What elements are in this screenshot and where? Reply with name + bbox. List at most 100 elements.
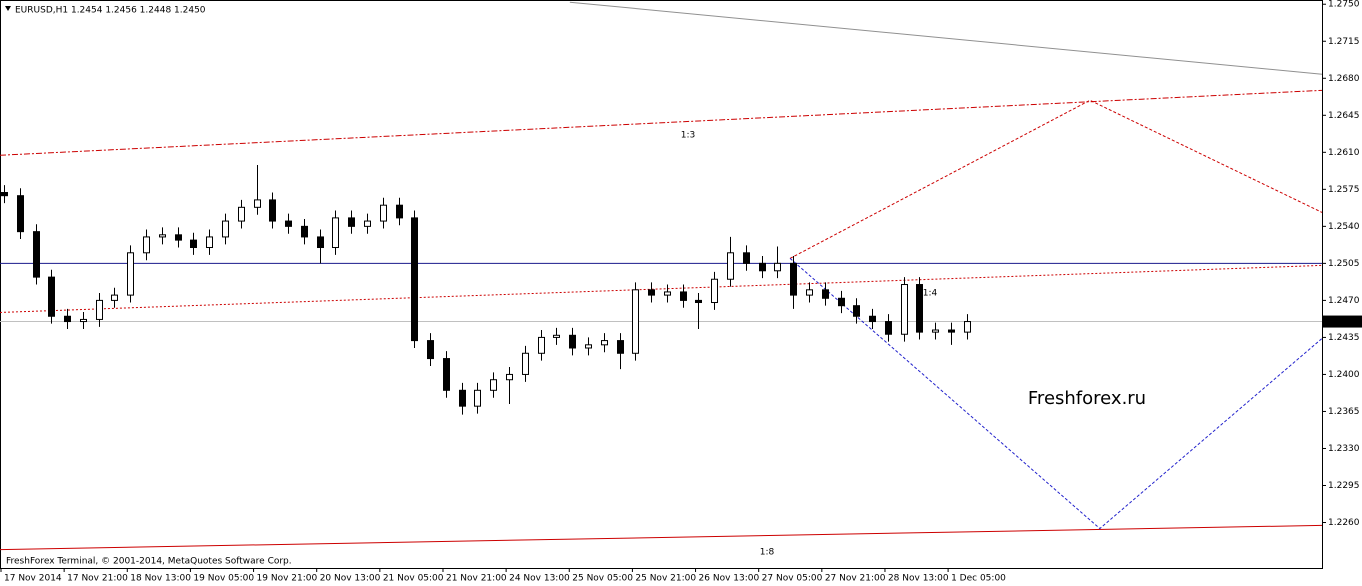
x-tick-label: 17 Nov 21:00 <box>67 574 128 584</box>
candle-body <box>853 305 860 317</box>
candle-body <box>443 358 450 391</box>
candle-body <box>774 262 781 272</box>
candle-body <box>175 234 182 241</box>
candle-body <box>48 276 55 317</box>
candle-body <box>17 195 24 233</box>
trend-line <box>789 99 1323 259</box>
y-tick-label: 1.2575 <box>1328 185 1360 195</box>
candle-body <box>127 252 134 296</box>
candle-body <box>948 329 955 333</box>
candle-body <box>632 289 639 354</box>
candle-body <box>680 291 687 301</box>
candle-body <box>301 225 308 238</box>
price-tag <box>1322 315 1362 328</box>
x-tick-label: 19 Nov 05:00 <box>193 574 254 584</box>
candle-body <box>916 284 923 333</box>
candle-body <box>396 204 403 219</box>
candle-body <box>427 340 434 360</box>
candle-body <box>727 252 734 280</box>
candle-body <box>838 297 845 307</box>
candle-body <box>143 236 150 254</box>
y-tick-label: 1.2260 <box>1328 518 1360 528</box>
candle-body <box>506 373 513 381</box>
candle-body <box>285 220 292 227</box>
x-tick-label: 26 Nov 13:00 <box>699 574 760 584</box>
chart-title: EURUSD,H1 1.2454 1.2456 1.2448 1.2450 <box>15 6 206 16</box>
x-tick-label: 1 Dec 05:00 <box>951 574 1006 584</box>
x-tick-label: 20 Nov 13:00 <box>320 574 381 584</box>
candle-body <box>711 278 718 304</box>
candle-body <box>806 289 813 296</box>
y-tick-label: 1.2610 <box>1328 148 1360 158</box>
y-tick-label: 1.2470 <box>1328 296 1360 306</box>
y-tick-label: 1.2365 <box>1328 407 1360 417</box>
x-tick-label: 25 Nov 21:00 <box>635 574 696 584</box>
candle-body <box>159 234 166 238</box>
candle-body <box>790 262 797 296</box>
candle-body <box>743 252 750 264</box>
candle-body <box>585 344 592 349</box>
y-tick-label: 1.2400 <box>1328 370 1360 380</box>
candle-body <box>569 334 576 349</box>
x-tick-label: 24 Nov 13:00 <box>509 574 570 584</box>
y-tick-label: 1.2680 <box>1328 74 1360 84</box>
candle-body <box>317 236 324 249</box>
candle-body <box>664 291 671 296</box>
x-tick-label: 18 Nov 13:00 <box>130 574 191 584</box>
candle-body <box>695 299 702 304</box>
watermark: Freshforex.ru <box>1028 388 1146 409</box>
x-tick-label: 19 Nov 21:00 <box>257 574 318 584</box>
x-tick-label: 25 Nov 05:00 <box>572 574 633 584</box>
x-tick-label: 27 Nov 21:00 <box>825 574 886 584</box>
candle-body <box>822 289 829 299</box>
candle-body <box>96 299 103 320</box>
candle-body <box>380 204 387 222</box>
candle-body <box>33 231 40 278</box>
symbol-menu-arrow <box>5 6 11 11</box>
candle-body <box>238 206 245 222</box>
y-tick-label: 1.2715 <box>1328 37 1360 47</box>
x-tick-label: 27 Nov 05:00 <box>762 574 823 584</box>
y-tick-label: 1.2750 <box>1328 0 1360 10</box>
trend-line <box>569 1 1323 75</box>
annotation: 1:8 <box>760 548 775 558</box>
trend-line <box>0 89 1323 156</box>
x-tick-label: 21 Nov 05:00 <box>383 574 444 584</box>
candle-body <box>869 315 876 323</box>
y-tick-label: 1.2645 <box>1328 111 1360 121</box>
candle-body <box>206 236 213 249</box>
price-tag-label: 1.2450 <box>1327 317 1359 327</box>
candle-body <box>964 321 971 333</box>
footer: FreshForex Terminal, © 2001-2014, MetaQu… <box>6 557 292 567</box>
candle-body <box>254 199 261 208</box>
candle-body <box>459 389 466 407</box>
candle-body <box>522 352 529 375</box>
candle-body <box>601 340 608 346</box>
candle-body <box>490 379 497 391</box>
candle-body <box>64 315 71 323</box>
y-tick-label: 1.2435 <box>1328 333 1360 343</box>
candle-body <box>538 336 545 354</box>
candle-body <box>901 284 908 335</box>
y-tick-label: 1.2540 <box>1328 222 1360 232</box>
x-tick-label: 28 Nov 13:00 <box>888 574 949 584</box>
candle-body <box>553 334 560 338</box>
candle-body <box>932 329 939 333</box>
trend-line <box>0 264 1323 313</box>
y-tick-label: 1.2505 <box>1328 259 1360 269</box>
annotation: 1:3 <box>681 131 695 141</box>
trend-line <box>0 524 1323 551</box>
annotation: 1:4 <box>923 289 938 299</box>
candle-body <box>222 220 229 238</box>
y-tick-label: 1.2330 <box>1328 444 1360 454</box>
candle-body <box>648 289 655 296</box>
candle-body <box>269 199 276 222</box>
candle-body <box>332 217 339 249</box>
x-tick-label: 21 Nov 21:00 <box>446 574 507 584</box>
candle-body <box>190 239 197 249</box>
candle-body <box>617 340 624 354</box>
x-tick-label: 17 Nov 2014 <box>4 574 62 584</box>
plot-frame <box>0 0 1323 569</box>
candle-body <box>411 217 418 342</box>
